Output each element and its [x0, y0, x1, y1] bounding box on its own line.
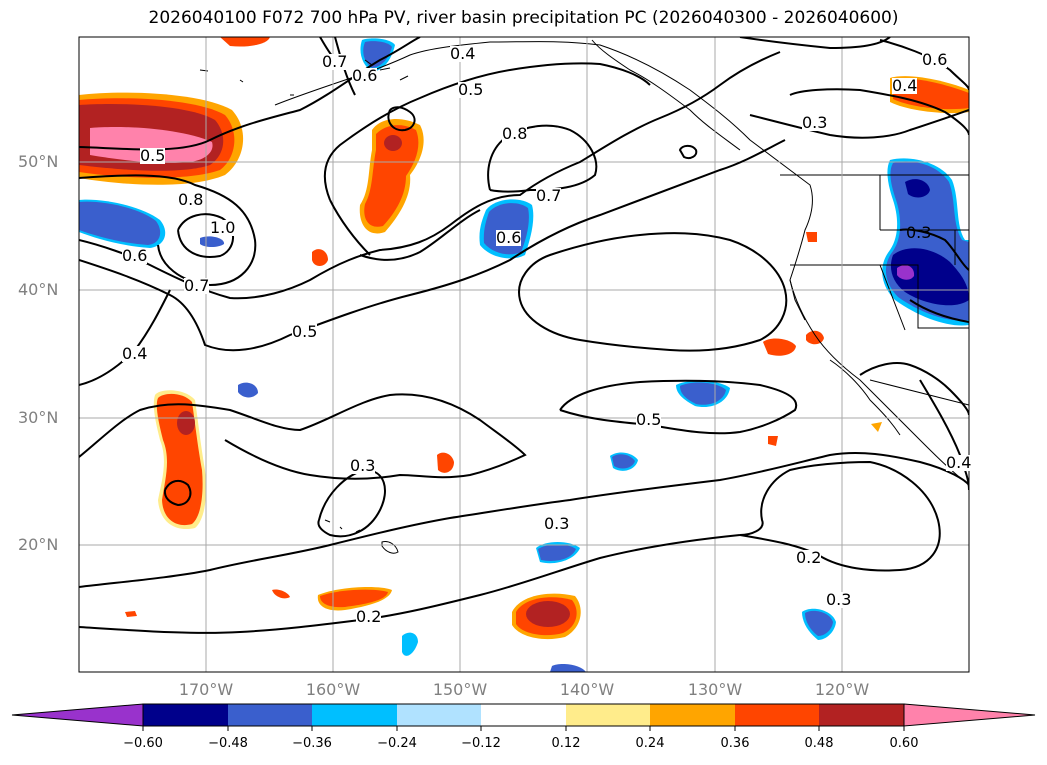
contour-label: 0.6 — [122, 246, 148, 265]
colorbar-bin — [650, 704, 735, 726]
contour-label: 0.6 — [922, 50, 948, 69]
colorbar-tick-label: −0.12 — [461, 736, 501, 751]
colorbar-bin — [481, 704, 566, 726]
colorbar-bin — [735, 704, 819, 726]
contour-label: 0.4 — [122, 344, 148, 363]
lon-label: 130°W — [687, 680, 743, 699]
colorbar-tick-label: −0.24 — [377, 736, 417, 751]
contour-label: 0.7 — [322, 52, 348, 71]
contour-label: 0.6 — [352, 66, 378, 85]
colorbar-bin — [143, 704, 228, 726]
lat-label: 20°N — [18, 535, 59, 554]
colorbar-bin — [228, 704, 312, 726]
contour-label: 0.4 — [892, 76, 918, 95]
colorbar-bin — [819, 704, 904, 726]
map-plot-area — [79, 37, 969, 672]
colorbar-tick-label: 0.12 — [551, 736, 581, 751]
contour-label: 0.6 — [496, 228, 522, 247]
lon-label: 120°W — [814, 680, 870, 699]
contour-label: 0.3 — [826, 590, 852, 609]
lat-label: 30°N — [18, 408, 59, 427]
coastlines — [199, 39, 969, 554]
contour-label: 1.0 — [210, 218, 236, 237]
contour-label: 0.4 — [946, 453, 972, 472]
contour-label: 0.5 — [636, 410, 662, 429]
colorbar-bin — [312, 704, 397, 726]
lat-label: 40°N — [18, 280, 59, 299]
contour-label: 0.2 — [796, 548, 822, 567]
map-frame — [78, 36, 970, 673]
contour-label: 0.8 — [502, 124, 528, 143]
contour-label: 0.2 — [356, 607, 382, 626]
contour-label: 0.3 — [906, 223, 932, 242]
colorbar-tick-label: 0.48 — [804, 736, 834, 751]
colorbar-tick-label: −0.48 — [208, 736, 248, 751]
contour-label: 0.7 — [536, 186, 562, 205]
contour-label: 0.3 — [802, 113, 828, 132]
contour-label: 0.8 — [178, 190, 204, 209]
contour-label: 0.3 — [544, 514, 570, 533]
contour-label: 0.5 — [140, 146, 166, 165]
colorbar-tick-label: 0.36 — [720, 736, 750, 751]
colorbar-tick-label: −0.36 — [292, 736, 332, 751]
contour-label: 0.7 — [184, 276, 210, 295]
colorbar-bin — [566, 704, 650, 726]
colorbar-bin — [397, 704, 481, 726]
colorbar-arrow-right — [903, 703, 1036, 727]
lon-label: 140°W — [559, 680, 615, 699]
contour-label: 0.4 — [450, 44, 476, 63]
precip-negative-anomalies — [79, 38, 969, 672]
lat-label: 50°N — [18, 152, 59, 171]
lon-label: 170°W — [178, 680, 234, 699]
colorbar-tick-label: 0.24 — [635, 736, 665, 751]
colorbar — [11, 703, 1036, 731]
contour-label: 0.5 — [292, 322, 318, 341]
colorbar-tick-label: −0.60 — [123, 736, 163, 751]
contour-label: 0.5 — [458, 80, 484, 99]
colorbar-tick-label: 0.60 — [889, 736, 919, 751]
lon-label: 160°W — [305, 680, 361, 699]
map-title: 2026040100 F072 700 hPa PV, river basin … — [148, 8, 899, 28]
colorbar-arrow-left — [11, 703, 144, 727]
lon-label: 150°W — [432, 680, 488, 699]
contour-label: 0.3 — [350, 456, 376, 475]
